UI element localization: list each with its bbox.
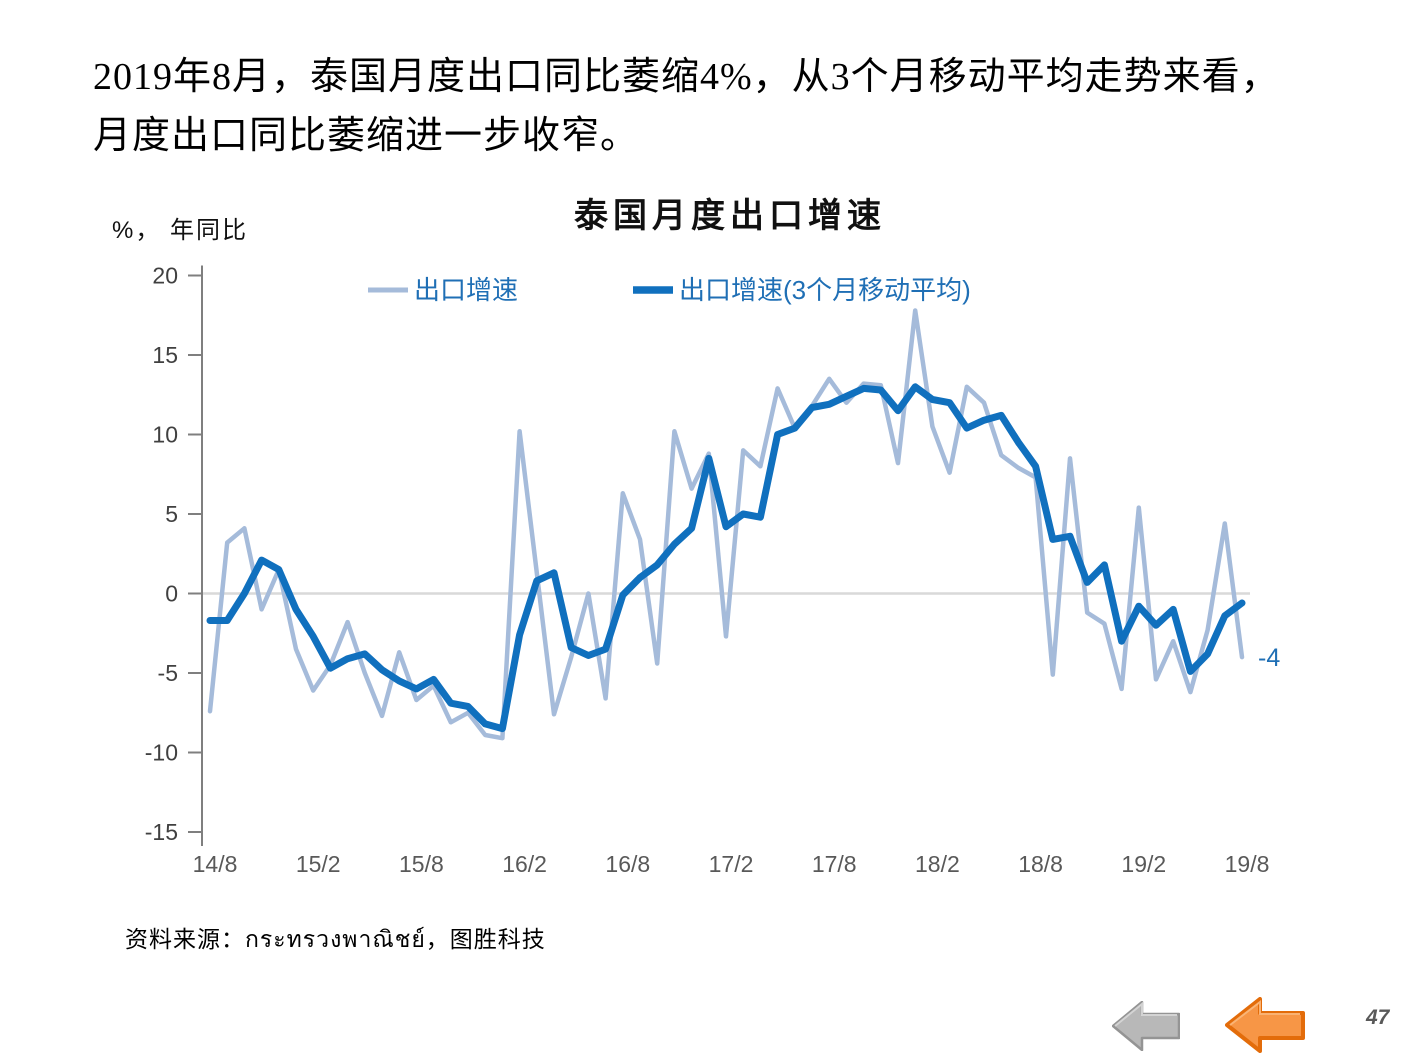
x-axis-tick-label: 17/8 <box>812 851 857 877</box>
export-growth-3m-ma-line <box>206 383 1246 733</box>
x-axis-tick-label: 15/2 <box>296 851 341 877</box>
nav-back-orange-arrow-icon[interactable] <box>1225 997 1305 1053</box>
x-axis-tick-label: 19/8 <box>1225 851 1270 877</box>
y-axis-tick-label: -5 <box>158 660 178 686</box>
y-axis-tick-label: -15 <box>145 819 178 845</box>
intro-text: 2019年8月，泰国月度出口同比萎缩4%，从3个月移动平均走势来看， 月度出口同… <box>93 48 1343 165</box>
y-axis-tick-label: 20 <box>152 263 178 289</box>
nav-back-gray-arrow-icon[interactable] <box>1112 1001 1180 1051</box>
x-axis-tick-label: 16/8 <box>605 851 650 877</box>
y-axis-tick-label: 10 <box>152 422 178 448</box>
x-axis-tick-label: 14/8 <box>193 851 238 877</box>
export-growth-chart: 20 15 10 5 0 -5 -10 -15 出口增速 出口增速(3个月移动平均) 14/8 15/… <box>100 190 1340 890</box>
intro-line-2: 月度出口同比萎缩进一步收窄。 <box>93 114 640 157</box>
x-axis-tick-label: 18/2 <box>915 851 960 877</box>
x-axis-tick-label: 17/2 <box>709 851 754 877</box>
x-axis-tick-label: 15/8 <box>399 851 444 877</box>
y-axis-unit-label: %， 年同比 <box>112 217 249 244</box>
export-growth-line <box>207 308 1245 741</box>
last-value-annotation: -4 <box>1258 644 1280 672</box>
y-axis-tick-label: 5 <box>165 501 178 527</box>
y-axis-tick-label: -10 <box>145 740 178 766</box>
x-axis-tick-label: 18/8 <box>1018 851 1063 877</box>
source-attribution: 资料来源：กระทรวงพาณิชย์，图胜科技 <box>125 927 546 952</box>
chart-canvas: 20 15 10 5 0 -5 -10 -15 出口增速 出口增速(3个月移动平均) 14/8 15/… <box>145 263 1281 878</box>
legend-label: 出口增速 <box>414 275 518 305</box>
y-axis-tick-label: 15 <box>152 342 178 368</box>
page-number: 47 <box>1366 1006 1390 1029</box>
x-axis-tick-label: 19/2 <box>1121 851 1166 877</box>
legend-label: 出口增速(3个月移动平均) <box>679 275 971 305</box>
y-axis-tick-label: 0 <box>165 581 178 607</box>
x-axis-tick-label: 16/2 <box>502 851 547 877</box>
intro-line-1: 2019年8月，泰国月度出口同比萎缩4%，从3个月移动平均走势来看， <box>93 56 1280 98</box>
chart-title: 泰国月度出口增速 <box>574 197 886 235</box>
